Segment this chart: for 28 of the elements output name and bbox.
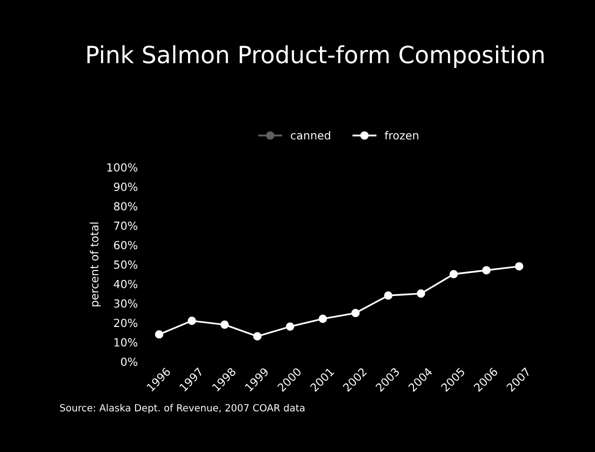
point [154, 330, 164, 339]
y-tick-label: 80% [114, 202, 138, 210]
point [188, 316, 196, 325]
y-axis-title: percent of total [90, 222, 101, 306]
y-tick-label: 0% [121, 358, 138, 366]
y-tick-label: 70% [114, 222, 138, 230]
point [482, 266, 491, 274]
y-tick-label: 100% [107, 163, 138, 172]
point [253, 332, 262, 340]
source-note: Source: Alaska Dept. of Revenue, 2007 COAR data [60, 404, 304, 414]
y-tick-label: 30% [114, 299, 138, 308]
chart-title: Pink Salmon Product-form Composition [87, 45, 544, 68]
point [450, 270, 458, 278]
point [351, 308, 360, 318]
y-tick-label: 40% [114, 280, 138, 288]
y-tick-label: 10% [114, 338, 138, 347]
point [220, 320, 229, 329]
point [318, 314, 327, 324]
point [384, 291, 392, 300]
point [416, 289, 426, 298]
y-tick-label: 60% [114, 240, 138, 250]
legend-label: frozen [384, 130, 418, 140]
legend-label: canned [290, 130, 330, 140]
point [514, 262, 524, 271]
y-tick-label: 20% [114, 318, 138, 328]
y-tick-label: 50% [114, 260, 138, 269]
y-tick-label: 90% [114, 182, 138, 192]
point [286, 322, 294, 331]
